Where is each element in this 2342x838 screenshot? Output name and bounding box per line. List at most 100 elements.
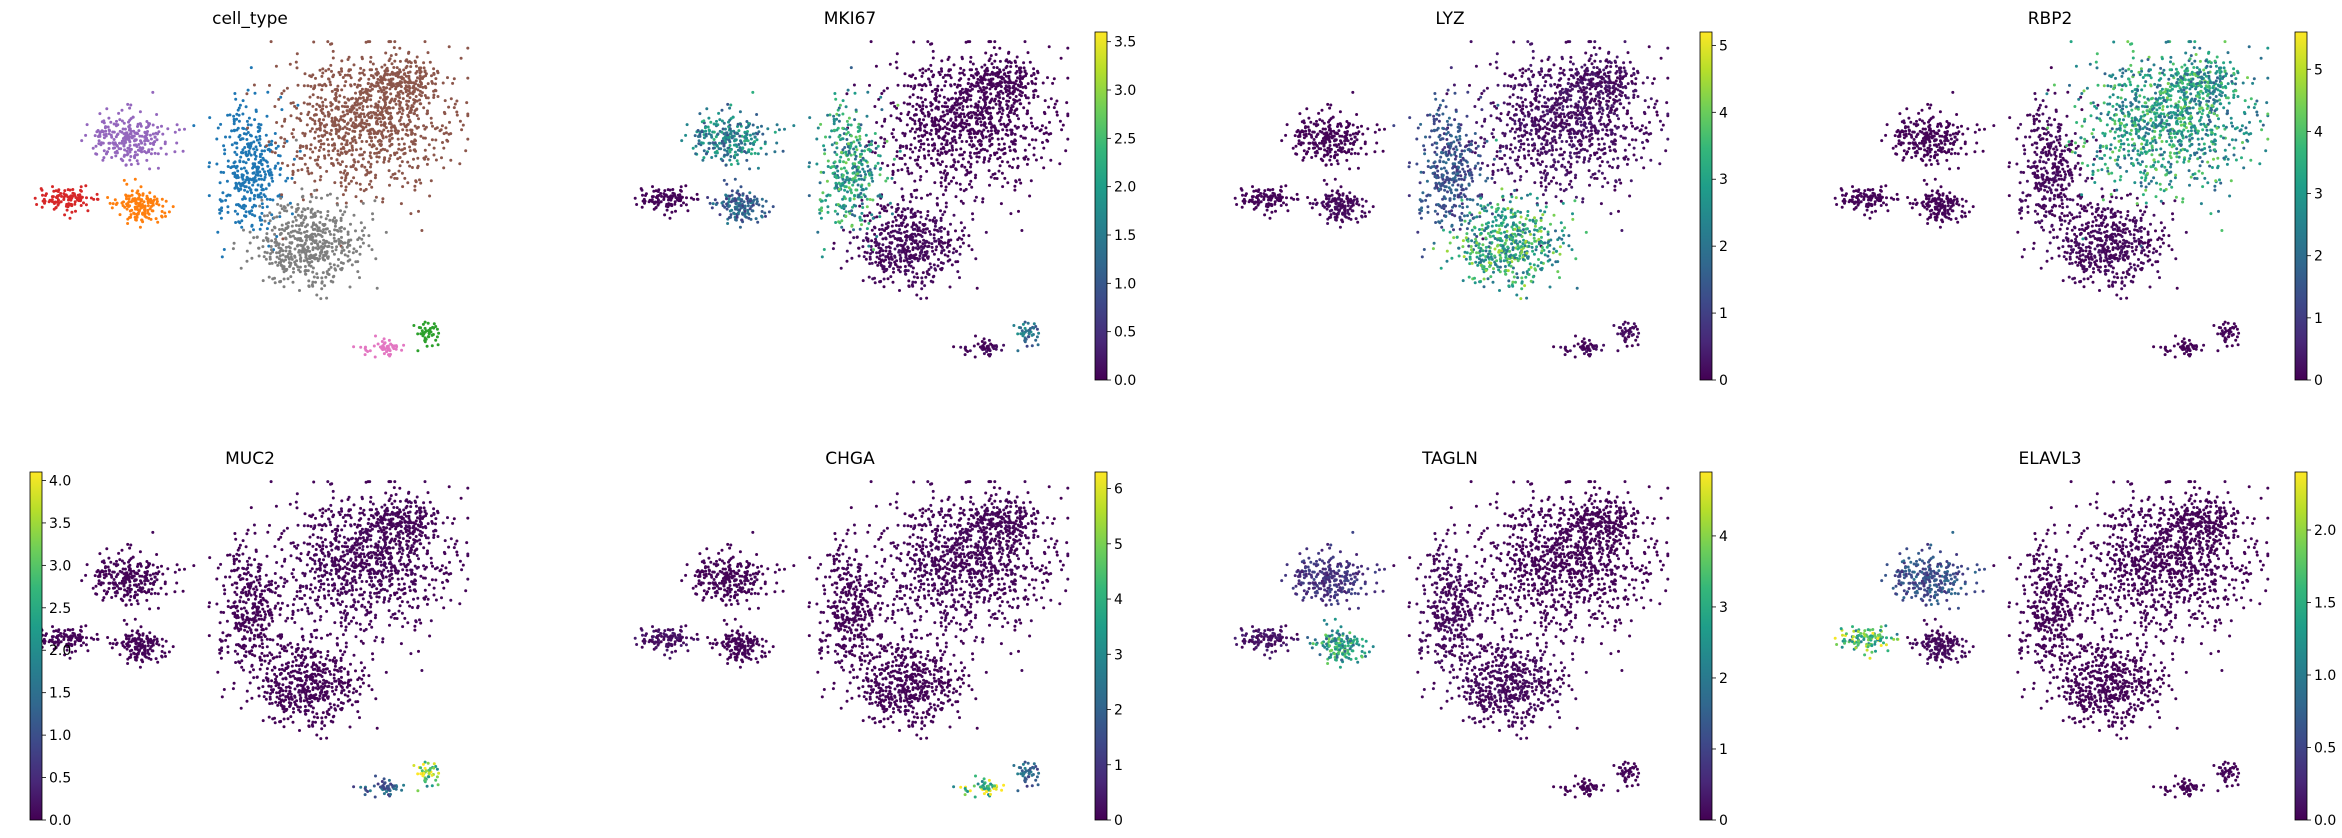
point-c8 xyxy=(1026,321,1030,325)
point-c2 xyxy=(712,138,716,141)
point-c5 xyxy=(375,147,379,151)
point-c5 xyxy=(969,60,972,64)
point-c2 xyxy=(704,129,708,133)
point-c8 xyxy=(1032,322,1036,326)
point-c4 xyxy=(251,177,255,181)
point-c1 xyxy=(689,196,693,200)
point-c1 xyxy=(68,216,72,220)
point-c6 xyxy=(971,217,975,221)
point-c2 xyxy=(748,167,752,171)
point-c5 xyxy=(436,95,440,98)
point-c5 xyxy=(926,40,930,44)
point-c2 xyxy=(710,156,714,159)
point-c5 xyxy=(428,60,432,64)
point-c2 xyxy=(91,146,95,150)
point-c5 xyxy=(351,139,355,143)
point-c5 xyxy=(466,76,470,80)
point-c2 xyxy=(139,140,143,144)
point-c5 xyxy=(452,106,456,110)
point-c2 xyxy=(736,132,740,136)
point-c5 xyxy=(962,126,966,130)
point-c6 xyxy=(954,249,958,253)
point-c6 xyxy=(899,231,903,235)
point-c5 xyxy=(990,85,994,89)
point-c6 xyxy=(935,228,939,232)
point-c4 xyxy=(252,197,256,201)
point-c5 xyxy=(973,105,977,109)
point-c5 xyxy=(443,99,447,103)
point-c7 xyxy=(980,340,984,343)
point-c5 xyxy=(397,99,401,103)
point-c5 xyxy=(979,120,983,124)
point-c2 xyxy=(151,132,155,136)
point-c6 xyxy=(831,247,835,251)
point-c5 xyxy=(959,77,963,81)
point-c6 xyxy=(970,248,974,252)
point-c5 xyxy=(353,82,357,86)
point-c5 xyxy=(374,72,378,76)
point-c5 xyxy=(902,84,906,88)
point-c4 xyxy=(866,90,870,94)
point-c5 xyxy=(377,155,381,159)
point-c6 xyxy=(326,210,330,213)
point-c7 xyxy=(952,345,956,349)
point-c4 xyxy=(258,144,262,147)
point-c5 xyxy=(344,80,348,84)
point-c1 xyxy=(79,185,83,189)
point-c5 xyxy=(891,135,895,139)
point-c5 xyxy=(400,81,404,84)
point-c5 xyxy=(426,157,430,161)
point-c6 xyxy=(293,247,297,251)
point-c6 xyxy=(308,254,311,258)
point-c4 xyxy=(222,248,226,251)
point-c5 xyxy=(412,98,416,102)
point-c6 xyxy=(899,221,903,225)
point-c5 xyxy=(999,115,1003,119)
point-c1 xyxy=(663,189,667,193)
point-c5 xyxy=(980,90,984,94)
point-c5 xyxy=(1017,84,1021,88)
point-c3 xyxy=(138,208,142,212)
point-c1 xyxy=(70,210,74,214)
point-c2 xyxy=(728,132,732,136)
point-c5 xyxy=(954,97,958,101)
point-c4 xyxy=(264,159,268,163)
point-c5 xyxy=(926,138,929,141)
point-c3 xyxy=(147,212,151,216)
point-c5 xyxy=(1019,181,1023,185)
point-c6 xyxy=(266,214,269,218)
point-c6 xyxy=(332,252,336,256)
point-c5 xyxy=(295,52,299,56)
point-c5 xyxy=(1044,131,1048,135)
point-c5 xyxy=(320,84,324,88)
point-c8 xyxy=(1034,338,1038,342)
point-c2 xyxy=(748,133,752,137)
point-c6 xyxy=(939,267,943,271)
point-c5 xyxy=(1047,105,1051,109)
point-c5 xyxy=(1014,64,1018,68)
point-c5 xyxy=(318,68,322,72)
point-c5 xyxy=(330,108,334,112)
point-c5 xyxy=(1019,102,1023,106)
point-c6 xyxy=(282,277,286,281)
point-c5 xyxy=(970,185,974,189)
point-c2 xyxy=(741,146,745,150)
point-c5 xyxy=(327,149,331,153)
point-c7 xyxy=(382,337,386,341)
point-c1 xyxy=(639,187,643,191)
point-c5 xyxy=(400,112,404,116)
point-c1 xyxy=(65,208,69,212)
point-c5 xyxy=(1013,148,1017,152)
point-c5 xyxy=(968,151,972,155)
point-c5 xyxy=(367,116,371,119)
point-c6 xyxy=(967,234,971,238)
point-c5 xyxy=(970,136,974,140)
point-c5 xyxy=(292,128,295,132)
point-c5 xyxy=(413,188,417,192)
point-c4 xyxy=(245,175,249,179)
point-c6 xyxy=(343,210,347,214)
point-c6 xyxy=(867,275,871,279)
point-c5 xyxy=(461,123,465,127)
point-c2 xyxy=(735,159,739,163)
point-c6 xyxy=(317,226,321,230)
